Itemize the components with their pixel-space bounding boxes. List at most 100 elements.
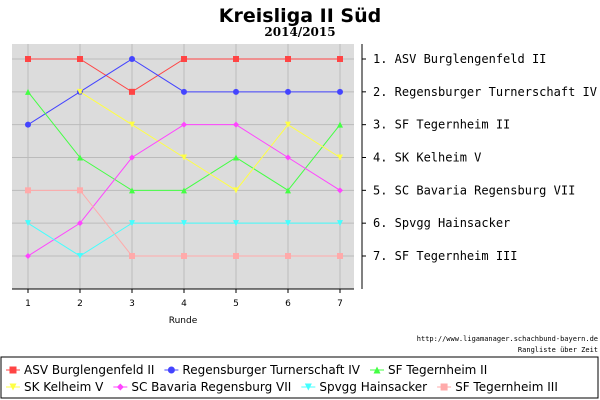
chart-title: Kreisliga II Süd xyxy=(219,5,381,27)
point-6-3 xyxy=(129,220,135,227)
point-1-1 xyxy=(25,56,31,62)
series-6 xyxy=(25,220,343,259)
rank-label-7: 7. SF Tegernheim III xyxy=(373,249,518,263)
legend-marker-4 xyxy=(9,383,17,391)
point-6-5 xyxy=(233,220,239,227)
x-ticks: 1 2 3 4 5 6 7 xyxy=(25,289,343,309)
x-tick-label-4: 4 xyxy=(181,299,187,309)
rank-labels: 1. ASV Burglengenfeld II 2. Regensburger … xyxy=(362,52,597,263)
point-3-1 xyxy=(25,88,31,95)
legend xyxy=(0,356,599,399)
legend-items: ASV Burglengenfeld II Regensburger Turner… xyxy=(6,363,558,394)
legend-item-1: ASV Burglengenfeld II xyxy=(6,363,154,377)
point-5-6 xyxy=(285,154,291,161)
point-7-1 xyxy=(25,187,31,194)
point-1-3 xyxy=(129,88,135,95)
point-7-5 xyxy=(233,253,239,259)
point-5-4 xyxy=(181,121,187,128)
legend-label-1: ASV Burglengenfeld II xyxy=(24,363,154,377)
x-tick-label-5: 5 xyxy=(233,299,239,309)
legend-label-7: SF Tegernheim III xyxy=(455,380,558,394)
legend-item-3: SF Tegernheim II xyxy=(370,363,487,377)
point-7-2 xyxy=(77,187,83,194)
legend-label-2: Regensburger Turnerschaft IV xyxy=(182,363,360,377)
rank-label-4: 4. SK Kelheim V xyxy=(373,151,481,165)
x-tick-label-6: 6 xyxy=(285,299,291,309)
rank-label-6: 6. Spvgg Hainsacker xyxy=(373,216,510,230)
point-5-5 xyxy=(233,121,239,128)
point-1-2 xyxy=(77,56,83,62)
point-1-4 xyxy=(181,56,187,62)
point-6-7 xyxy=(337,220,343,227)
rank-label-2: 2. Regensburger Turnerschaft IV xyxy=(373,85,597,99)
source-url: http://www.ligamanager.schachbund-bayern… xyxy=(417,335,598,343)
point-3-3 xyxy=(129,187,135,194)
x-tick-label-3: 3 xyxy=(129,299,135,309)
point-2-3 xyxy=(129,56,135,62)
point-4-2 xyxy=(77,88,83,95)
point-6-6 xyxy=(285,220,291,227)
point-6-4 xyxy=(181,220,187,227)
legend-marker-6 xyxy=(304,383,312,391)
point-5-1 xyxy=(25,253,31,259)
legend-item-2: Regensburger Turnerschaft IV xyxy=(164,363,361,377)
x-tick-label-2: 2 xyxy=(77,299,83,309)
legend-item-4: SK Kelheim V xyxy=(6,380,104,394)
point-2-6 xyxy=(285,88,291,95)
point-3-7 xyxy=(337,121,343,128)
point-6-2 xyxy=(77,253,83,259)
series-7 xyxy=(25,187,343,259)
series-lines xyxy=(25,56,343,259)
legend-marker-1 xyxy=(9,366,17,374)
x-axis-label: Runde xyxy=(169,316,198,326)
rank-label-5: 5. SC Bavaria Regensburg VII xyxy=(373,183,575,197)
rank-label-3: 3. SF Tegernheim II xyxy=(373,118,510,132)
source-caption: Rangliste über Zeit xyxy=(518,346,598,354)
point-1-7 xyxy=(337,56,343,62)
point-3-2 xyxy=(77,154,83,161)
series-line-4 xyxy=(79,91,341,191)
point-3-4 xyxy=(181,187,187,194)
point-7-6 xyxy=(285,253,291,259)
point-1-5 xyxy=(233,56,239,62)
legend-label-3: SF Tegernheim II xyxy=(388,363,487,377)
point-4-3 xyxy=(129,121,135,128)
point-4-4 xyxy=(181,154,187,161)
legend-marker-2 xyxy=(167,366,175,374)
point-7-3 xyxy=(129,253,135,259)
point-7-7 xyxy=(337,253,343,259)
point-6-1 xyxy=(25,220,31,227)
legend-item-7: SF Tegernheim III xyxy=(437,380,558,394)
point-3-6 xyxy=(285,187,291,194)
series-4 xyxy=(77,88,343,194)
series-3 xyxy=(25,88,343,194)
point-4-6 xyxy=(285,121,291,128)
legend-label-5: SC Bavaria Regensburg VII xyxy=(131,380,291,394)
plot-area xyxy=(12,44,354,289)
legend-label-4: SK Kelheim V xyxy=(24,380,104,394)
point-5-2 xyxy=(77,220,83,227)
point-7-4 xyxy=(181,253,187,259)
legend-marker-3 xyxy=(373,366,381,374)
legend-marker-7 xyxy=(440,383,448,391)
legend-label-6: Spvgg Hainsacker xyxy=(319,380,427,394)
point-4-5 xyxy=(233,187,239,194)
point-5-7 xyxy=(337,187,343,194)
point-4-7 xyxy=(337,154,343,161)
series-5 xyxy=(25,121,343,259)
series-1 xyxy=(25,56,343,95)
x-tick-label-1: 1 xyxy=(25,299,31,309)
point-2-1 xyxy=(25,121,31,128)
legend-marker-5 xyxy=(116,383,124,391)
point-2-7 xyxy=(337,88,343,95)
legend-item-5: SC Bavaria Regensburg VII xyxy=(113,380,291,394)
legend-item-6: Spvgg Hainsacker xyxy=(301,380,427,394)
x-tick-label-7: 7 xyxy=(337,299,343,309)
point-2-5 xyxy=(233,88,239,95)
point-2-4 xyxy=(181,88,187,95)
rank-label-1: 1. ASV Burglengenfeld II xyxy=(373,52,546,66)
chart-subtitle: 2014/2015 xyxy=(264,25,335,39)
point-1-6 xyxy=(285,56,291,62)
point-3-5 xyxy=(233,154,239,161)
